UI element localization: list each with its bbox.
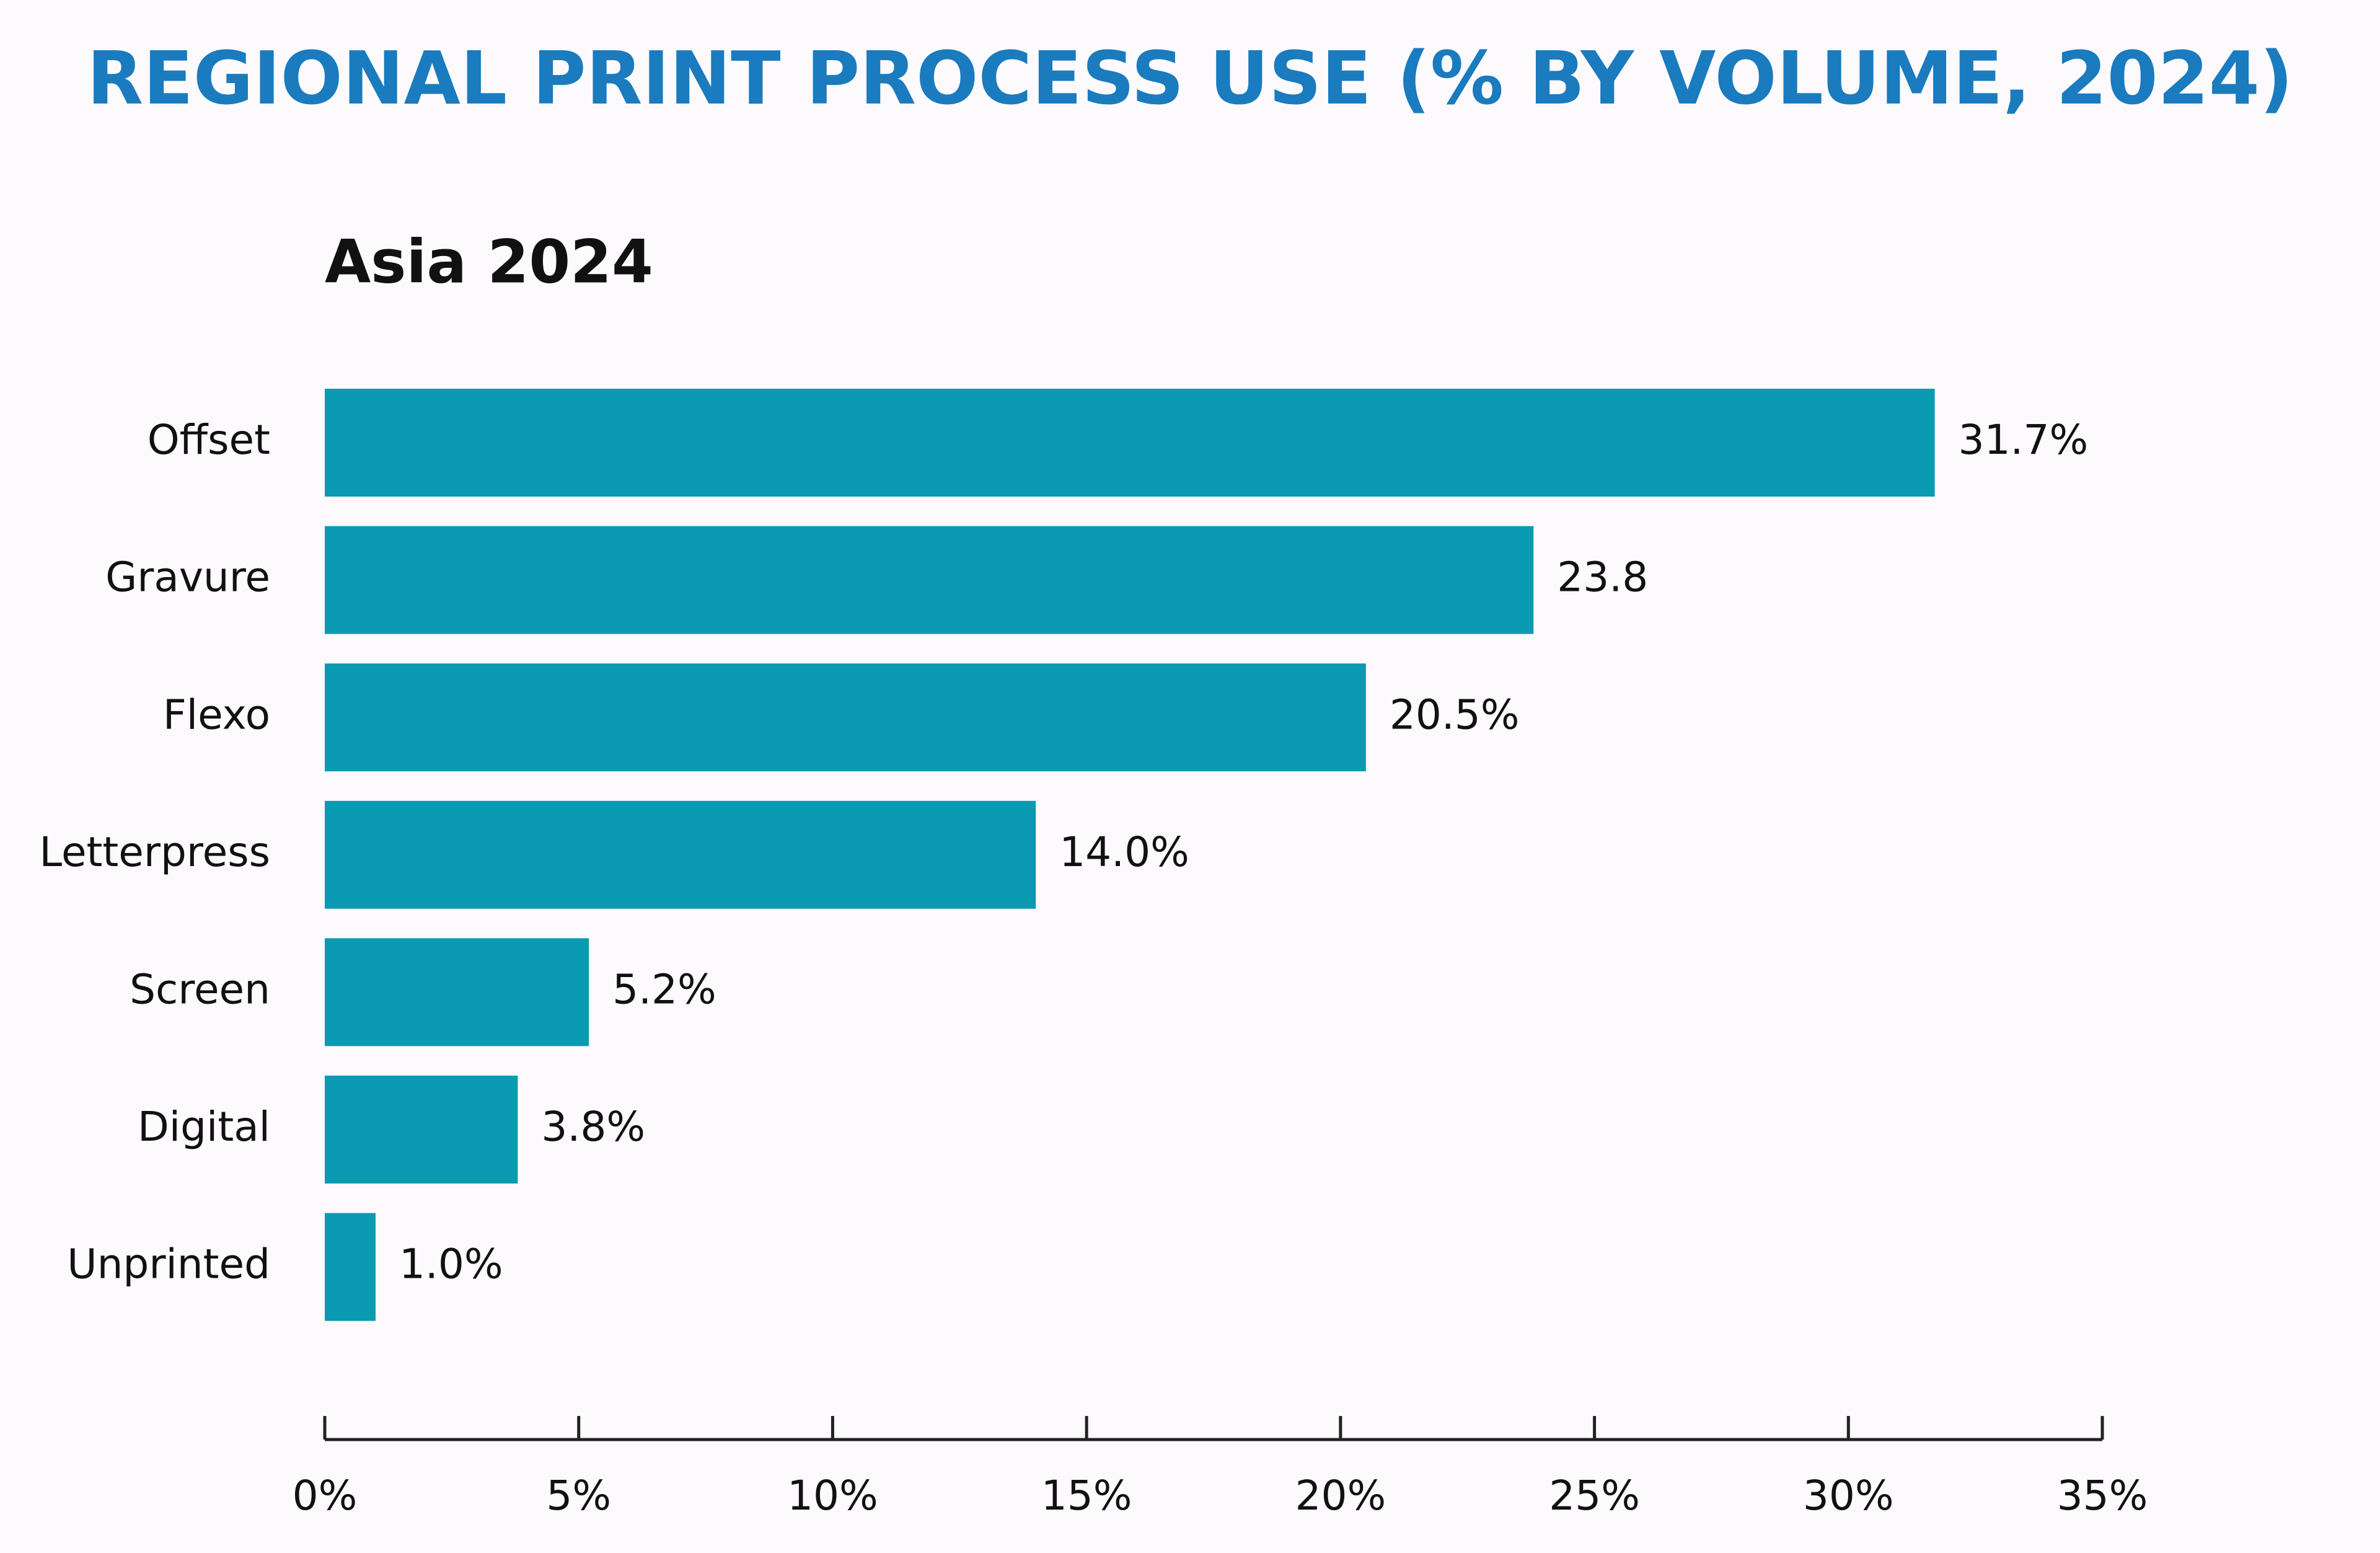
category-label: Unprinted [67, 1241, 270, 1288]
bar [325, 389, 1935, 497]
value-label: 14.0% [1059, 828, 1189, 876]
chart-title: REGIONAL PRINT PROCESS USE (% BY VOLUME,… [87, 35, 2293, 121]
category-label: Letterpress [39, 828, 270, 876]
category-label: Gravure [105, 554, 270, 601]
x-tick-label: 10% [787, 1472, 878, 1520]
value-label: 5.2% [612, 965, 716, 1013]
x-tick-label: 5% [546, 1472, 611, 1520]
x-tick-label: 15% [1041, 1472, 1132, 1520]
category-label: Flexo [163, 691, 270, 738]
bar [325, 1213, 376, 1321]
value-label: 20.5% [1390, 691, 1520, 738]
category-label: Digital [138, 1103, 270, 1151]
category-label: Offset [148, 416, 270, 464]
x-tick-label: 30% [1803, 1472, 1894, 1520]
bar [325, 800, 1036, 909]
chart-subtitle: Asia 2024 [325, 227, 653, 296]
bar [325, 663, 1366, 772]
category-label: Screen [130, 965, 270, 1013]
x-tick-label: 35% [2057, 1472, 2148, 1520]
x-tick-label: 20% [1295, 1472, 1386, 1520]
value-label: 3.8% [541, 1103, 645, 1151]
value-label: 23.8 [1557, 554, 1648, 601]
bar [325, 526, 1534, 634]
value-label: 31.7% [1959, 416, 2089, 464]
x-tick-label: 0% [293, 1472, 358, 1520]
bar [325, 1076, 518, 1184]
x-tick-label: 25% [1549, 1472, 1640, 1520]
value-label: 1.0% [399, 1241, 503, 1288]
bar [325, 938, 589, 1046]
